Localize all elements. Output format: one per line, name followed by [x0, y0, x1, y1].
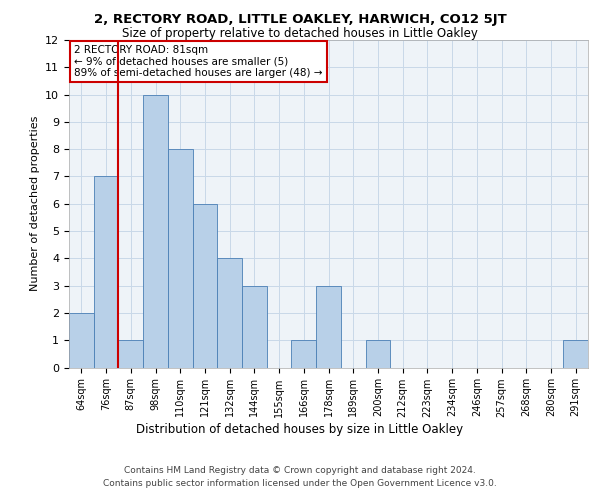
Text: Contains public sector information licensed under the Open Government Licence v3: Contains public sector information licen… — [103, 479, 497, 488]
Bar — [69, 313, 94, 368]
Bar — [94, 176, 118, 368]
Bar — [168, 149, 193, 368]
Text: Size of property relative to detached houses in Little Oakley: Size of property relative to detached ho… — [122, 28, 478, 40]
Bar — [316, 286, 341, 368]
Text: 2, RECTORY ROAD, LITTLE OAKLEY, HARWICH, CO12 5JT: 2, RECTORY ROAD, LITTLE OAKLEY, HARWICH,… — [94, 12, 506, 26]
Y-axis label: Number of detached properties: Number of detached properties — [29, 116, 40, 292]
Bar — [242, 286, 267, 368]
Bar — [143, 94, 168, 368]
Text: Distribution of detached houses by size in Little Oakley: Distribution of detached houses by size … — [136, 422, 464, 436]
Bar — [118, 340, 143, 367]
Text: Contains HM Land Registry data © Crown copyright and database right 2024.: Contains HM Land Registry data © Crown c… — [124, 466, 476, 475]
Bar — [193, 204, 217, 368]
Bar — [365, 340, 390, 367]
Bar — [563, 340, 588, 367]
Text: 2 RECTORY ROAD: 81sqm
← 9% of detached houses are smaller (5)
89% of semi-detach: 2 RECTORY ROAD: 81sqm ← 9% of detached h… — [74, 45, 323, 78]
Bar — [217, 258, 242, 368]
Bar — [292, 340, 316, 367]
